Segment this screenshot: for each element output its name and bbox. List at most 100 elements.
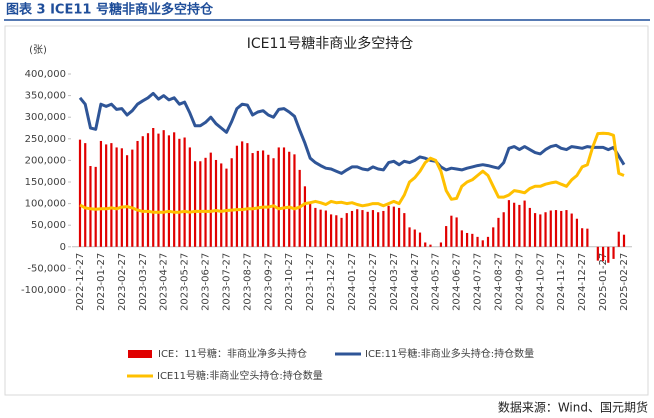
bar	[230, 158, 233, 247]
bar	[554, 210, 558, 247]
bar	[335, 215, 338, 247]
bar	[387, 205, 390, 247]
bar	[84, 143, 87, 247]
bar	[256, 150, 259, 247]
bar	[397, 207, 401, 247]
bar	[340, 217, 343, 247]
bar	[319, 209, 322, 247]
bar	[492, 227, 495, 247]
bar	[120, 148, 123, 247]
bar	[408, 227, 411, 247]
bar	[246, 143, 249, 247]
bar	[403, 213, 406, 247]
bar	[115, 147, 118, 247]
bar	[533, 213, 537, 247]
x-tick-label: 2023-10-27	[284, 253, 295, 311]
chart-frame	[4, 25, 649, 396]
y-tick-label: 400,000	[25, 69, 66, 80]
bar	[518, 204, 521, 247]
bar	[486, 236, 490, 247]
bar	[94, 166, 97, 247]
bar	[214, 159, 218, 247]
bar	[455, 217, 458, 247]
bar	[272, 158, 275, 247]
x-tick-label: 2024-03-27	[389, 253, 400, 311]
bar	[471, 233, 474, 247]
legend-swatch	[128, 350, 152, 358]
x-tick-label: 2024-12-27	[577, 253, 588, 311]
x-tick-label: 2023-01-27	[96, 253, 107, 311]
bar	[575, 218, 579, 247]
bar	[476, 236, 479, 247]
bar	[481, 240, 484, 247]
bar	[188, 147, 191, 247]
x-tick-label: 2022-12-27	[75, 253, 86, 311]
bar	[382, 210, 385, 247]
x-tick-label: 2024-09-27	[514, 253, 525, 311]
y-tick-label: -100,000	[21, 285, 66, 296]
bar	[99, 140, 103, 247]
x-tick-label: 2024-05-27	[431, 253, 442, 311]
x-tick-label: 2023-04-27	[159, 253, 170, 311]
bar	[329, 214, 333, 247]
bar	[361, 210, 364, 247]
bar	[570, 213, 573, 247]
bar	[549, 210, 552, 247]
legend-label: ICE:11号糖:非商业多头持仓:持仓数量	[365, 347, 534, 360]
line	[78, 91, 626, 175]
bar	[303, 186, 307, 247]
bar	[528, 207, 531, 247]
bar	[465, 232, 469, 247]
bar	[89, 166, 92, 247]
bar	[513, 202, 516, 247]
x-tick-label: 2023-06-27	[201, 253, 212, 311]
x-tick-label: 2024-04-27	[410, 253, 421, 311]
bar	[261, 150, 265, 247]
bar	[235, 145, 239, 247]
bar	[220, 163, 223, 247]
bar	[209, 152, 212, 247]
bar	[418, 232, 422, 247]
bar	[622, 234, 626, 247]
x-tick-label: 2025-02-27	[619, 253, 630, 311]
bar	[162, 130, 165, 247]
bar	[596, 246, 599, 261]
bar	[173, 132, 176, 247]
bar	[539, 214, 542, 247]
y-tick-label: -50,000	[27, 263, 66, 274]
y-tick-label: 250,000	[25, 134, 66, 145]
bar	[225, 168, 228, 247]
bar	[371, 210, 375, 247]
y-tick-label: 350,000	[25, 91, 66, 102]
bar	[314, 207, 317, 247]
bar	[429, 244, 432, 247]
bar	[507, 200, 511, 247]
bar	[560, 210, 563, 247]
bar	[377, 212, 380, 247]
bar	[183, 137, 186, 247]
bar	[523, 200, 526, 247]
bar	[293, 154, 296, 247]
bar	[241, 141, 244, 247]
bar	[178, 138, 181, 247]
bar	[157, 133, 160, 247]
x-tick-label: 2023-08-27	[242, 253, 253, 311]
x-tick-label: 2024-08-27	[493, 253, 504, 311]
bar	[586, 228, 589, 247]
x-tick-label: 2024-07-27	[473, 253, 484, 311]
legend-label: ICE：11号糖：非商业净多头持仓	[158, 347, 307, 360]
bar	[392, 206, 395, 247]
bar	[199, 161, 202, 247]
bar	[450, 215, 453, 247]
bar	[131, 149, 134, 247]
x-tick-label: 2023-12-27	[326, 253, 337, 311]
bar	[581, 228, 584, 247]
y-axis-label: (张)	[29, 44, 47, 56]
y-tick-label: 300,000	[25, 112, 66, 123]
bar	[146, 133, 150, 247]
x-tick-label: 2024-01-27	[347, 253, 358, 311]
bar	[251, 153, 254, 247]
bar	[267, 154, 270, 247]
bar	[204, 157, 207, 247]
